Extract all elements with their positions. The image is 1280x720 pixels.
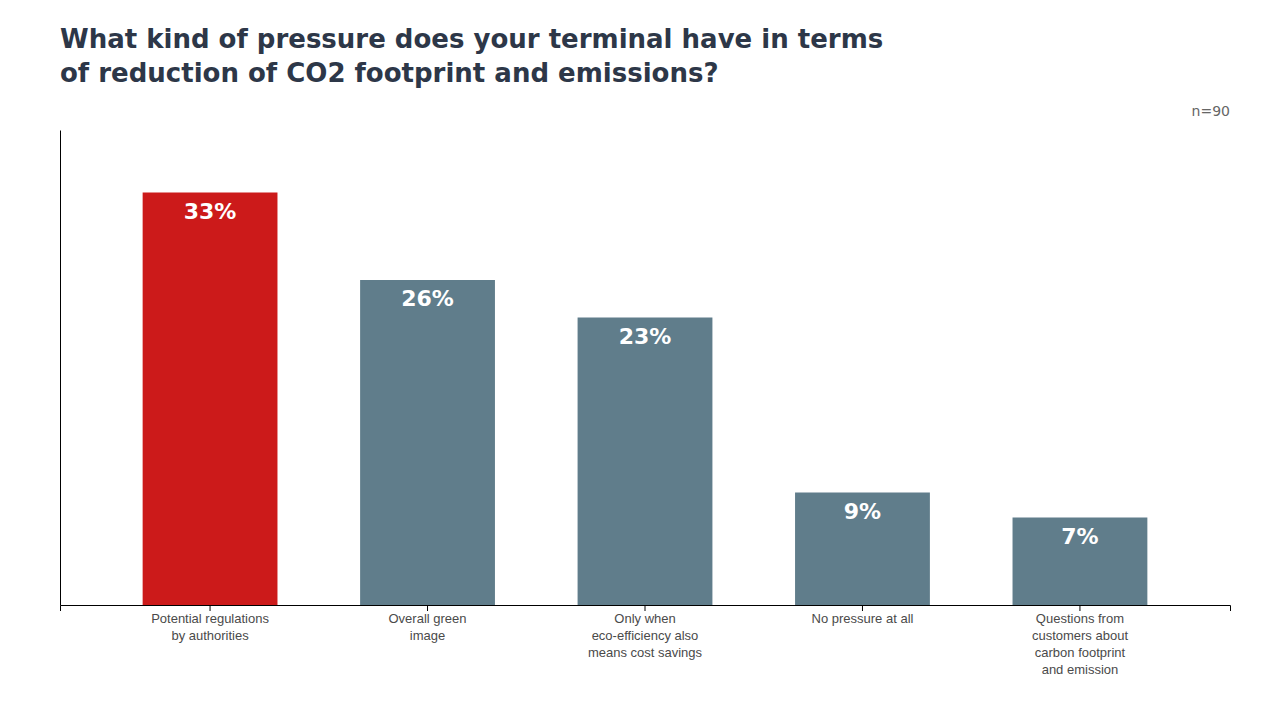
data-labels: 33% 26% 23% 9% 7% xyxy=(184,199,1099,549)
x-tick-mark xyxy=(1079,605,1080,611)
bar xyxy=(1013,518,1148,606)
x-tick-mark xyxy=(862,605,863,611)
bars xyxy=(143,193,1148,606)
x-tick-mark xyxy=(427,605,428,611)
x-tick: Overall greenimage xyxy=(389,605,467,643)
bar xyxy=(795,493,930,606)
bar xyxy=(143,193,278,606)
x-tick-label: Potential regulationsby authorities xyxy=(151,611,269,643)
chart: What kind of pressure does your terminal… xyxy=(0,0,1280,720)
y-axis xyxy=(60,131,61,606)
x-tick: Questions fromcustomers aboutcarbon foot… xyxy=(1032,605,1128,677)
x-axis: Potential regulationsby authorities Overa… xyxy=(61,605,1231,677)
bar xyxy=(360,280,495,605)
x-tick-mark xyxy=(645,605,646,611)
plot: 33% 26% 23% 9% 7% Potential regulationsby aut… xyxy=(61,103,1231,677)
annotation: n=90 xyxy=(1192,103,1230,119)
data-label: 33% xyxy=(184,199,237,224)
bar xyxy=(578,318,713,606)
x-tick: Only wheneco-efficiency alsomeans cost s… xyxy=(588,605,703,660)
x-tick-label: Overall greenimage xyxy=(389,611,467,643)
title: What kind of pressure does your terminal… xyxy=(60,24,883,88)
x-tick: No pressure at all xyxy=(812,605,914,626)
data-label: 7% xyxy=(1061,524,1098,549)
data-label: 23% xyxy=(619,324,672,349)
y-axis-line xyxy=(60,131,61,606)
x-tick-label: Questions fromcustomers aboutcarbon foot… xyxy=(1032,611,1128,677)
x-tick: Potential regulationsby authorities xyxy=(151,605,269,643)
x-tick-label: No pressure at all xyxy=(812,611,914,626)
data-label: 26% xyxy=(401,286,454,311)
data-label: 9% xyxy=(844,499,881,524)
x-tick-label: Only wheneco-efficiency alsomeans cost s… xyxy=(588,611,703,660)
x-axis-line xyxy=(61,606,1231,612)
x-tick-mark xyxy=(210,605,211,611)
